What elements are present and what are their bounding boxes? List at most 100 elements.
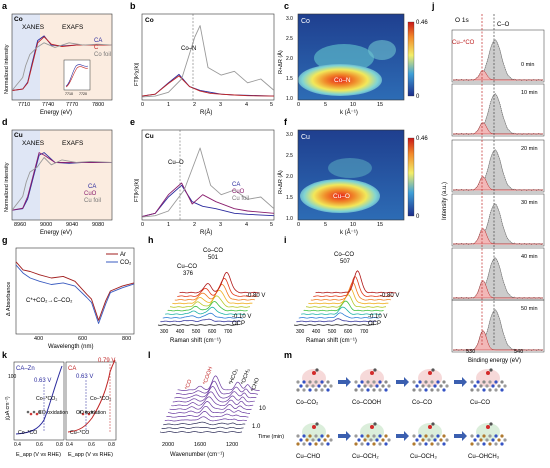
panel-l: l *CO *COOH *HCO₃ *OCH₃ *CHO 10 1.0 Time… bbox=[148, 350, 284, 458]
panel-letter-b: b bbox=[130, 1, 136, 11]
peak-label-i: Co–CO bbox=[334, 252, 354, 258]
adsorbate-o bbox=[370, 425, 374, 429]
lattice-atom bbox=[476, 442, 480, 446]
x-tick: 5 bbox=[324, 222, 327, 228]
x-axis-label-c: k (Å⁻¹) bbox=[340, 109, 358, 116]
x-tick: 9000 bbox=[40, 222, 52, 228]
panel-letter-g: g bbox=[2, 235, 8, 245]
series-line-cuo bbox=[11, 152, 112, 211]
lattice-atom bbox=[296, 388, 300, 392]
lattice-atom bbox=[369, 438, 373, 442]
heat-hotspot bbox=[298, 64, 382, 96]
lattice-atom bbox=[494, 380, 498, 384]
lattice-atom bbox=[308, 380, 312, 384]
peak-label-e: Cu–O bbox=[168, 160, 184, 166]
lattice-atom bbox=[375, 438, 379, 442]
ir-spectrum bbox=[159, 431, 243, 433]
lattice-atom bbox=[488, 434, 492, 438]
lattice-atom bbox=[314, 434, 318, 438]
xps-co-fit bbox=[453, 257, 543, 299]
lattice-atom bbox=[415, 384, 419, 388]
exafs-band bbox=[40, 130, 112, 220]
x-tick: 700 bbox=[360, 329, 369, 335]
lattice-atom bbox=[305, 438, 309, 442]
caption-m: Co–CO₂ bbox=[296, 400, 319, 406]
lattice-atom bbox=[296, 380, 300, 384]
colorbar-f bbox=[407, 137, 415, 217]
lattice-atom bbox=[412, 442, 416, 446]
lattice-atom bbox=[354, 434, 358, 438]
lattice-atom bbox=[311, 438, 315, 442]
lattice-atom bbox=[424, 388, 428, 392]
lattice-atom bbox=[326, 380, 330, 384]
inset-tick: 7720 bbox=[79, 92, 87, 96]
atom-marker bbox=[29, 412, 33, 416]
caption-m: Cu–OCH₂ bbox=[352, 454, 379, 460]
inset-line-c bbox=[65, 66, 89, 88]
arrow-icon bbox=[454, 431, 467, 441]
x-ticks-d: 8960 9000 9040 9080 bbox=[14, 222, 104, 228]
y-axis-label-e: FT|k²χ(k)| bbox=[134, 179, 140, 202]
legend-ar: Ar bbox=[120, 252, 126, 258]
lattice-atom bbox=[378, 380, 382, 384]
exafs-label-d: EXAFS bbox=[62, 140, 84, 147]
ir-spectrum bbox=[174, 386, 257, 399]
x-tick: 8960 bbox=[14, 222, 26, 228]
lattice-atom bbox=[311, 384, 315, 388]
x-tick: 800 bbox=[122, 336, 131, 342]
title-k-left: CA–Zn bbox=[16, 366, 35, 372]
x-ticks-l: 2000 1600 1200 bbox=[162, 442, 238, 448]
lattice-atom bbox=[424, 434, 428, 438]
adsorbate-glow bbox=[476, 423, 500, 441]
legend-cofoil-a: Co foil bbox=[94, 52, 111, 58]
adsorbate-c bbox=[431, 368, 435, 372]
lattice-atom bbox=[476, 380, 480, 384]
x-tick: 540 bbox=[514, 349, 523, 355]
atom-marker bbox=[87, 412, 91, 416]
lattice-atom bbox=[323, 438, 327, 442]
y-tick: 2.0 bbox=[286, 174, 293, 180]
potential-top-h: -0.80 V bbox=[246, 293, 265, 299]
onset-k2: 0.63 V bbox=[76, 374, 93, 380]
y-tick: 2.5 bbox=[286, 153, 293, 159]
x-tick: 3 bbox=[219, 222, 222, 228]
raman-spectrum bbox=[162, 312, 243, 319]
xps-envelope bbox=[452, 256, 544, 300]
lattice-atom bbox=[485, 384, 489, 388]
raman-spectrum bbox=[293, 324, 375, 326]
lattice-atom bbox=[445, 384, 449, 388]
lattice-atom bbox=[470, 434, 474, 438]
time-label-j: 30 min bbox=[521, 200, 538, 206]
x-tick: 0.8 bbox=[108, 442, 115, 448]
legend-co2: CO₂ bbox=[120, 260, 132, 266]
lattice-atom bbox=[442, 380, 446, 384]
lattice-atom bbox=[427, 438, 431, 442]
series-group-b bbox=[141, 25, 275, 98]
x-tick: 15 bbox=[377, 222, 383, 228]
x-axis-label-b: R(Å) bbox=[200, 109, 212, 116]
x-tick: 0.8 bbox=[56, 442, 63, 448]
xps-envelope bbox=[452, 38, 544, 82]
x-tick: 530 bbox=[466, 349, 475, 355]
plot-frame-a bbox=[11, 13, 113, 101]
raman-spectrum bbox=[179, 271, 260, 294]
adsorbate-c bbox=[315, 422, 319, 426]
x-tick: 600 bbox=[344, 329, 353, 335]
lattice-atom bbox=[354, 442, 358, 446]
x-ticks-a: 7710 7740 7770 7800 bbox=[18, 102, 104, 108]
caption-m: Cu–CO bbox=[470, 400, 490, 406]
label-k1: Co–*CO₂ bbox=[36, 396, 57, 402]
peak-value-i: 507 bbox=[340, 259, 351, 265]
adsorbate-c bbox=[489, 368, 493, 372]
plot-frame-g bbox=[15, 247, 135, 335]
lattice-atom bbox=[494, 442, 498, 446]
atom-marker bbox=[38, 410, 42, 414]
lattice-atom bbox=[384, 388, 388, 392]
lattice-atom bbox=[491, 384, 495, 388]
x-tick: 7770 bbox=[66, 102, 78, 108]
series-line-co- bbox=[15, 264, 135, 324]
cbar-min-c: 0 bbox=[416, 94, 420, 100]
x-ticks-k: 0.4 0.6 0.8 0.4 0.6 0.8 bbox=[14, 442, 115, 448]
lattice-atom bbox=[494, 434, 498, 438]
x-ticks-c: 0 5 10 15 bbox=[297, 102, 383, 108]
